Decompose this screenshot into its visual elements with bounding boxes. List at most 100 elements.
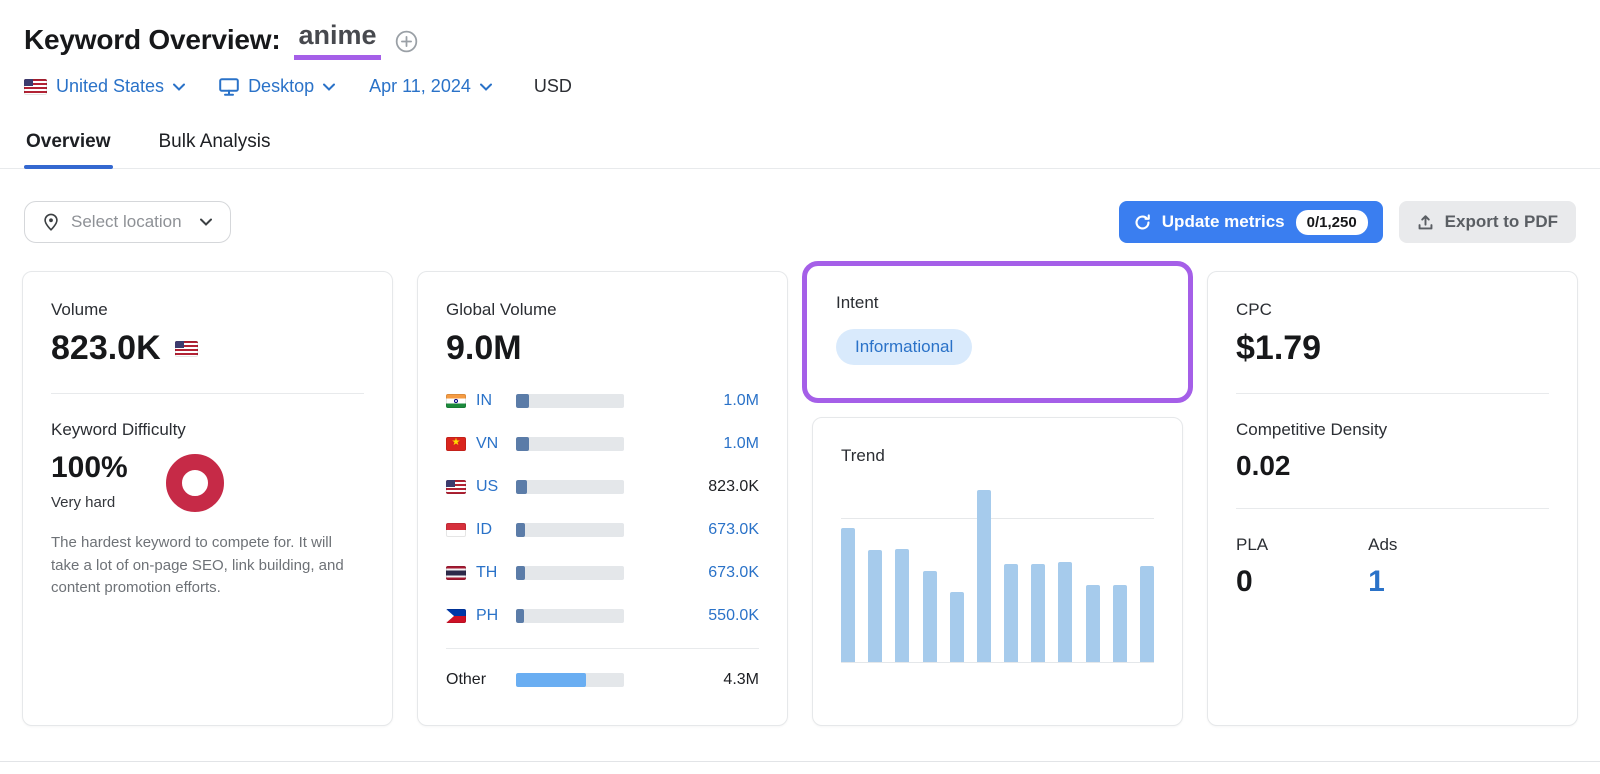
id-flag-icon	[446, 523, 466, 537]
cpc-value: $1.79	[1236, 330, 1549, 367]
country-row: TH 673.0K	[446, 561, 759, 585]
divider	[446, 648, 759, 649]
monitor-icon	[219, 78, 239, 96]
country-volume-value: 823.0K	[708, 478, 759, 496]
intent-badge-informational[interactable]: Informational	[836, 329, 972, 365]
country-code-link[interactable]: ID	[476, 521, 516, 539]
country-code-link[interactable]: TH	[476, 564, 516, 582]
trend-bar	[868, 550, 882, 662]
keyword-difficulty-donut	[166, 454, 224, 512]
trend-bar	[1140, 566, 1154, 662]
trend-bar	[1004, 564, 1018, 662]
trend-bar	[950, 592, 964, 663]
country-volume-value[interactable]: 1.0M	[723, 392, 759, 410]
global-volume-value: 9.0M	[446, 330, 759, 367]
export-to-pdf-button[interactable]: Export to PDF	[1399, 201, 1576, 243]
header: Keyword Overview: anime United States De…	[0, 0, 1600, 97]
keyword-difficulty-title: Keyword Difficulty	[51, 420, 364, 440]
country-code-link[interactable]: PH	[476, 607, 516, 625]
volume-value: 823.0K	[51, 330, 161, 367]
volume-value-row: 823.0K	[51, 330, 364, 367]
trend-bar	[1031, 564, 1045, 662]
trend-bar	[1086, 585, 1100, 662]
keyword-overview-page: Keyword Overview: anime United States De…	[0, 0, 1600, 774]
pla-value: 0	[1236, 565, 1268, 599]
country-share-bar	[516, 673, 624, 687]
select-location-label: Select location	[71, 212, 182, 232]
refresh-icon	[1134, 214, 1151, 231]
export-icon	[1417, 214, 1434, 231]
country-share-bar	[516, 437, 624, 451]
ads-value[interactable]: 1	[1368, 565, 1397, 599]
update-metrics-button[interactable]: Update metrics 0/1,250	[1119, 201, 1383, 243]
chevron-down-icon	[323, 83, 335, 91]
update-metrics-label: Update metrics	[1162, 212, 1285, 232]
vn-flag-icon	[446, 437, 466, 451]
trend-chart	[841, 490, 1154, 663]
country-code-link[interactable]: IN	[476, 392, 516, 410]
divider	[1236, 508, 1549, 509]
trend-bar	[977, 490, 991, 662]
country-share-bar	[516, 480, 624, 494]
chevron-down-icon	[173, 83, 185, 91]
keyword-difficulty-rating: Very hard	[51, 494, 128, 511]
in-flag-icon	[446, 394, 466, 408]
country-volume-value[interactable]: 673.0K	[708, 564, 759, 582]
ads-label: Ads	[1368, 535, 1397, 555]
competitive-density-value: 0.02	[1236, 450, 1549, 482]
country-row: US 823.0K	[446, 475, 759, 499]
select-location-dropdown[interactable]: Select location	[24, 201, 231, 243]
date-dropdown[interactable]: Apr 11, 2024	[369, 76, 492, 97]
filters-row: United States Desktop Apr 11, 2024 USD	[24, 76, 1576, 97]
country-row: Other4.3M	[446, 668, 759, 692]
keyword-difficulty-value: 100%	[51, 452, 128, 484]
location-dropdown[interactable]: United States	[24, 76, 185, 97]
global-volume-title: Global Volume	[446, 300, 759, 320]
keyword-difficulty-text: 100% Very hard	[51, 452, 128, 511]
intent-trend-column: Intent Informational Trend	[812, 271, 1183, 726]
metrics-cards: Volume 823.0K Keyword Difficulty 100% Ve…	[0, 271, 1600, 726]
toolbar: Select location Update metrics 0/1,250 E…	[0, 201, 1600, 243]
tabs: Overview Bulk Analysis	[0, 121, 1600, 169]
intent-title: Intent	[836, 293, 1159, 313]
country-row: VN 1.0M	[446, 432, 759, 456]
tab-overview[interactable]: Overview	[24, 121, 113, 168]
other-countries-label: Other	[446, 671, 516, 689]
keyword-highlight: anime	[294, 20, 380, 60]
country-share-bar	[516, 609, 624, 623]
trend-bar	[923, 571, 937, 662]
keyword-difficulty-row: 100% Very hard	[51, 452, 364, 512]
divider	[51, 393, 364, 394]
volume-card: Volume 823.0K Keyword Difficulty 100% Ve…	[22, 271, 393, 726]
export-to-pdf-label: Export to PDF	[1445, 212, 1558, 232]
country-share-bar	[516, 394, 624, 408]
cpc-title: CPC	[1236, 300, 1549, 320]
cpc-column: CPC $1.79 Competitive Density 0.02 PLA 0…	[1207, 271, 1578, 726]
location-dropdown-label: United States	[56, 76, 164, 97]
country-code-link[interactable]: VN	[476, 435, 516, 453]
country-row: PH 550.0K	[446, 604, 759, 628]
trend-title: Trend	[841, 446, 1154, 466]
chevron-down-icon	[480, 83, 492, 91]
update-metrics-count-badge: 0/1,250	[1296, 210, 1368, 235]
volume-title: Volume	[51, 300, 364, 320]
device-dropdown[interactable]: Desktop	[219, 76, 335, 97]
country-code-link[interactable]: US	[476, 478, 516, 496]
intent-highlight-outline: Intent Informational	[802, 261, 1193, 403]
pla-block: PLA 0	[1236, 535, 1268, 599]
device-dropdown-label: Desktop	[248, 76, 314, 97]
add-keyword-icon[interactable]	[395, 30, 418, 53]
country-volume-value[interactable]: 1.0M	[723, 435, 759, 453]
country-volume-value[interactable]: 550.0K	[708, 607, 759, 625]
keyword-difficulty-description: The hardest keyword to compete for. It w…	[51, 532, 364, 600]
ph-flag-icon	[446, 609, 466, 623]
map-pin-icon	[43, 213, 59, 231]
country-row: IN 1.0M	[446, 389, 759, 413]
date-dropdown-label: Apr 11, 2024	[369, 76, 471, 97]
trend-card: Trend	[812, 417, 1183, 726]
trend-bar	[841, 528, 855, 662]
country-volume-value[interactable]: 673.0K	[708, 521, 759, 539]
pla-ads-row: PLA 0 Ads 1	[1236, 535, 1549, 599]
tab-bulk-analysis[interactable]: Bulk Analysis	[157, 121, 273, 168]
global-volume-card: Global Volume 9.0M IN 1.0M VN 1.0M US 823.0K I…	[417, 271, 788, 726]
